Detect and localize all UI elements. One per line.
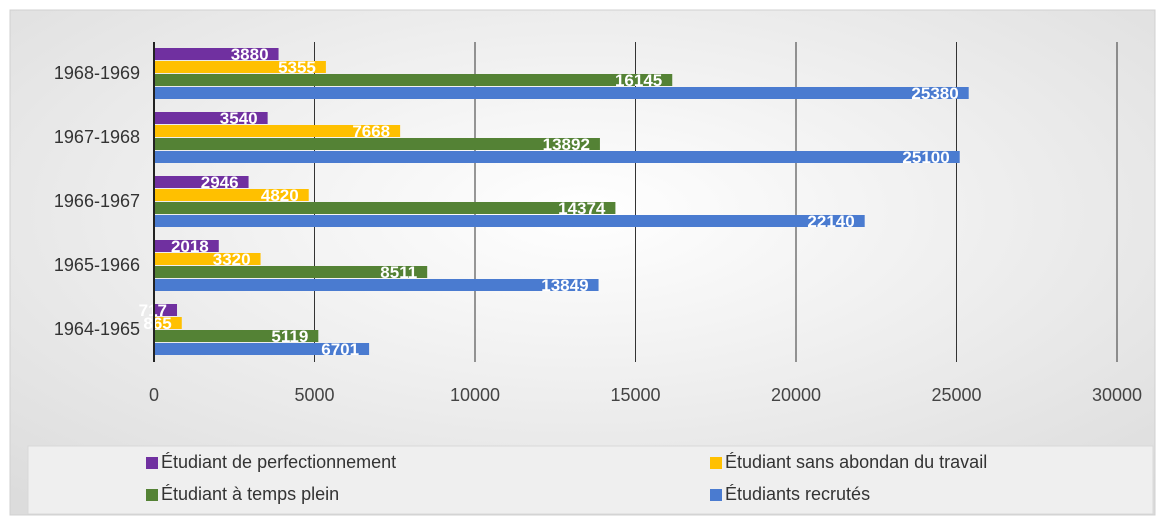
bar [154, 61, 326, 73]
data-label: 13892 [543, 135, 590, 154]
y-tick-label: 1965-1966 [54, 255, 140, 275]
bar [154, 74, 673, 86]
data-label: 13849 [541, 276, 588, 295]
x-tick-label: 10000 [450, 385, 500, 405]
x-tick-label: 0 [149, 385, 159, 405]
data-label: 8511 [380, 263, 417, 282]
data-label: 5355 [278, 58, 316, 77]
data-label: 865 [143, 314, 171, 333]
x-tick-label: 15000 [610, 385, 660, 405]
bar [154, 48, 279, 60]
data-label: 25380 [911, 84, 958, 103]
data-label: 2946 [201, 173, 239, 192]
bar [154, 330, 319, 342]
y-tick-label: 1966-1967 [54, 191, 140, 211]
bar [154, 151, 960, 163]
x-tick-label: 5000 [294, 385, 334, 405]
bar [154, 189, 309, 201]
bar [154, 125, 401, 137]
bar [154, 279, 599, 291]
bar [154, 317, 182, 329]
data-label: 25100 [902, 148, 949, 167]
legend-label: Étudiant à temps plein [161, 484, 339, 504]
bar [154, 253, 261, 265]
bar [154, 215, 865, 227]
y-tick-label: 1968-1969 [54, 63, 140, 83]
data-label: 5119 [271, 327, 308, 346]
bar [154, 112, 268, 124]
y-tick-label: 1967-1968 [54, 127, 140, 147]
legend-swatch [146, 457, 158, 469]
data-label: 3540 [220, 109, 258, 128]
legend-label: Étudiant sans abondan du travail [725, 452, 987, 472]
data-label: 22140 [807, 212, 854, 231]
data-label: 717 [139, 301, 167, 320]
x-tick-label: 25000 [931, 385, 981, 405]
legend-swatch [146, 489, 158, 501]
bar [154, 176, 249, 188]
data-label: 16145 [615, 71, 662, 90]
data-label: 14374 [558, 199, 606, 218]
data-label: 3880 [231, 45, 269, 64]
x-tick-label: 30000 [1092, 385, 1142, 405]
data-label: 3320 [213, 250, 251, 269]
bar [154, 304, 178, 316]
bar [154, 202, 616, 214]
bar [154, 343, 370, 355]
bar [154, 266, 428, 278]
data-label: 7668 [352, 122, 390, 141]
legend-label: Étudiant de perfectionnement [161, 452, 396, 472]
bar [154, 240, 219, 252]
legend-swatch [710, 457, 722, 469]
legend-box [27, 445, 1154, 515]
y-tick-label: 1964-1965 [54, 319, 140, 339]
bar [154, 87, 969, 99]
data-label: 6701 [321, 340, 359, 359]
x-tick-label: 20000 [771, 385, 821, 405]
data-label: 4820 [261, 186, 299, 205]
bar [154, 138, 600, 150]
data-label: 2018 [171, 237, 209, 256]
legend-swatch [710, 489, 722, 501]
legend-label: Étudiants recrutés [725, 484, 870, 504]
